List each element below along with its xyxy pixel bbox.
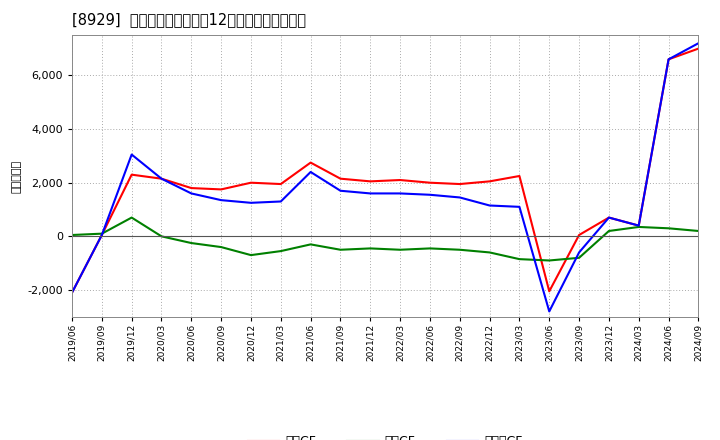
営業CF (456, 181, 464, 187)
フリーCF (485, 203, 494, 208)
投資CF (97, 231, 106, 236)
投資CF (426, 246, 434, 251)
フリーCF (97, 232, 106, 238)
営業CF (545, 289, 554, 294)
投資CF (456, 247, 464, 253)
フリーCF (306, 169, 315, 175)
営業CF (694, 46, 703, 51)
Y-axis label: （百万円）: （百万円） (12, 159, 22, 193)
営業CF (127, 172, 136, 177)
Legend: 営業CF, 投資CF, フリーCF: 営業CF, 投資CF, フリーCF (243, 430, 528, 440)
投資CF (485, 250, 494, 255)
投資CF (157, 234, 166, 239)
フリーCF (634, 223, 643, 228)
フリーCF (127, 152, 136, 157)
営業CF (217, 187, 225, 192)
フリーCF (665, 57, 673, 62)
営業CF (306, 160, 315, 165)
営業CF (187, 185, 196, 191)
営業CF (485, 179, 494, 184)
営業CF (366, 179, 374, 184)
営業CF (605, 215, 613, 220)
営業CF (157, 176, 166, 181)
営業CF (396, 177, 405, 183)
フリーCF (68, 290, 76, 295)
Line: フリーCF: フリーCF (72, 43, 698, 312)
投資CF (336, 247, 345, 253)
投資CF (545, 258, 554, 263)
営業CF (426, 180, 434, 185)
営業CF (336, 176, 345, 181)
投資CF (276, 249, 285, 254)
投資CF (68, 232, 76, 238)
投資CF (575, 255, 583, 260)
投資CF (634, 224, 643, 230)
フリーCF (247, 200, 256, 205)
フリーCF (396, 191, 405, 196)
フリーCF (157, 176, 166, 181)
フリーCF (217, 198, 225, 203)
営業CF (634, 223, 643, 228)
フリーCF (545, 309, 554, 314)
Text: [8929]  キャッシュフローの12か月移動合計の推移: [8929] キャッシュフローの12か月移動合計の推移 (72, 12, 306, 27)
投資CF (396, 247, 405, 253)
投資CF (366, 246, 374, 251)
営業CF (68, 290, 76, 295)
フリーCF (694, 40, 703, 46)
営業CF (97, 232, 106, 238)
フリーCF (605, 215, 613, 220)
投資CF (694, 228, 703, 234)
フリーCF (456, 195, 464, 200)
営業CF (665, 57, 673, 62)
投資CF (605, 228, 613, 234)
フリーCF (426, 192, 434, 198)
フリーCF (276, 199, 285, 204)
フリーCF (515, 204, 523, 209)
Line: 投資CF: 投資CF (72, 217, 698, 260)
投資CF (187, 240, 196, 246)
営業CF (575, 232, 583, 238)
フリーCF (187, 191, 196, 196)
フリーCF (366, 191, 374, 196)
投資CF (247, 253, 256, 258)
投資CF (127, 215, 136, 220)
投資CF (217, 245, 225, 250)
営業CF (247, 180, 256, 185)
営業CF (515, 173, 523, 179)
投資CF (665, 226, 673, 231)
投資CF (306, 242, 315, 247)
Line: 営業CF: 営業CF (72, 48, 698, 293)
営業CF (276, 181, 285, 187)
投資CF (515, 257, 523, 262)
フリーCF (575, 250, 583, 255)
フリーCF (336, 188, 345, 194)
